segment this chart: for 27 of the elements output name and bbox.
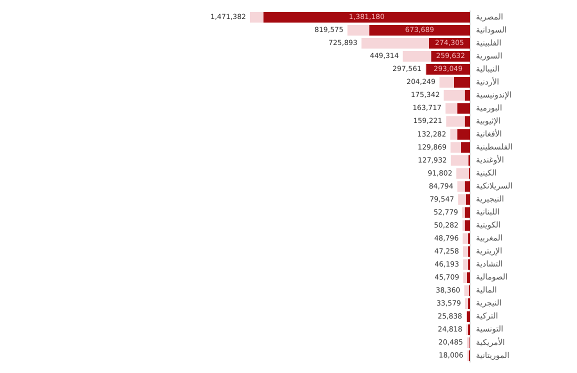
y-tick-label: الموريتانية [476,350,510,360]
y-tick-label: البورمية [476,103,502,112]
y-tick-label: الكينية [476,168,497,178]
y-tick-label: التركية [476,312,498,321]
y-tick-label: الأمريكية [476,336,505,347]
y-tick-label: الأفغانية [476,128,502,139]
y-tick-label: الفلبينية [476,38,502,48]
y-tick-label: الكويتية [476,220,501,230]
y-tick-label: اللبنانية [476,208,500,217]
y-tick-label: التشادية [476,260,503,269]
y-tick-label: المصرية [476,12,504,22]
y-tick-label: الأردنية [476,76,500,86]
y-tick-label: السريلانكية [476,182,513,191]
y-tick-label: المغربية [476,234,502,243]
y-tick-label: السورية [476,51,502,60]
y-tick-label: المالية [476,286,497,295]
y-tick-label: الإريترية [476,246,502,256]
y-tick-label: السودانية [476,25,507,34]
y-tick-label: الإندونيسية [476,90,512,100]
y-tick-label: الأوغندية [476,154,504,165]
y-tick-label: التونسية [476,324,504,334]
y-tick-label: الصومالية [476,272,508,282]
y-tick-label: الإثيوبية [476,116,500,126]
y-tick-label: النيجرية [476,298,502,308]
y-tick-label: الفلسطينية [476,142,513,152]
y-tick-label: النيبالية [476,64,500,74]
y-tick-label: النيجيرية [476,194,504,204]
